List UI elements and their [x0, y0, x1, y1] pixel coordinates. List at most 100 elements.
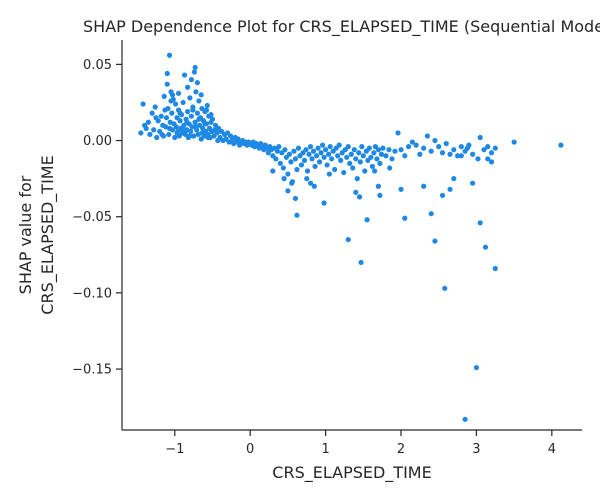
data-point	[341, 169, 347, 176]
data-point	[168, 98, 174, 104]
data-point	[398, 186, 404, 192]
data-point	[319, 142, 326, 148]
data-point	[402, 153, 408, 159]
data-point	[191, 133, 197, 139]
data-point	[273, 156, 279, 162]
data-point	[163, 115, 170, 121]
data-point	[368, 154, 374, 160]
data-point	[191, 69, 197, 75]
data-point	[185, 109, 191, 115]
data-point	[151, 127, 157, 133]
data-point	[301, 157, 308, 163]
data-point	[473, 364, 480, 371]
data-point	[492, 265, 498, 272]
data-point	[329, 156, 335, 162]
data-point	[187, 95, 193, 101]
data-point	[413, 142, 419, 148]
data-point	[492, 145, 498, 151]
data-point	[424, 133, 431, 139]
data-point	[432, 137, 438, 144]
data-point	[326, 171, 332, 177]
data-point	[172, 134, 178, 141]
data-point	[208, 112, 214, 118]
data-point	[327, 144, 333, 150]
data-point	[511, 139, 517, 145]
data-point	[442, 285, 448, 291]
data-point	[315, 145, 321, 151]
data-point	[173, 124, 179, 130]
data-point	[312, 163, 318, 170]
data-point	[185, 84, 191, 90]
data-point	[326, 151, 332, 157]
data-point	[354, 176, 360, 182]
data-point	[181, 127, 187, 133]
data-point	[169, 92, 176, 98]
data-point	[386, 147, 392, 153]
data-point	[306, 151, 312, 157]
data-point	[371, 150, 377, 156]
data-point	[470, 180, 476, 186]
data-point	[336, 142, 342, 148]
data-point	[309, 156, 315, 162]
data-point	[166, 52, 173, 58]
x-tick-label: 1	[321, 442, 329, 457]
data-point	[194, 110, 201, 116]
data-point	[154, 134, 160, 141]
data-point	[162, 107, 168, 113]
data-point	[374, 156, 380, 162]
data-point	[147, 131, 153, 138]
data-point	[142, 122, 148, 128]
chart-title: SHAP Dependence Plot for CRS_ELAPSED_TIM…	[83, 17, 600, 37]
data-point	[332, 166, 338, 173]
data-point	[169, 110, 175, 116]
data-point	[274, 148, 280, 154]
data-point	[395, 130, 401, 136]
data-point	[204, 102, 210, 109]
data-point	[477, 220, 483, 226]
data-point	[288, 159, 294, 165]
data-point	[428, 211, 434, 217]
data-point	[304, 176, 310, 182]
x-axis-ticks: −1 0 1 2 3 4	[165, 430, 556, 457]
data-point	[372, 168, 378, 174]
scatter-points	[138, 52, 564, 422]
x-tick-label: −1	[165, 442, 184, 457]
data-point	[485, 144, 491, 150]
y-tick-label: 0.00	[83, 134, 112, 149]
data-point	[350, 165, 356, 171]
data-point	[281, 176, 287, 182]
data-point	[475, 156, 481, 162]
data-point	[338, 157, 344, 163]
data-point	[477, 134, 483, 141]
data-point	[482, 244, 489, 250]
data-point	[362, 168, 368, 174]
data-point	[215, 137, 221, 144]
data-point	[375, 147, 381, 153]
data-point	[202, 121, 208, 127]
data-point	[285, 171, 291, 177]
data-point	[353, 156, 359, 162]
data-point	[138, 130, 144, 136]
data-point	[313, 153, 320, 159]
data-point	[187, 133, 193, 139]
data-point	[193, 124, 199, 130]
data-point	[387, 165, 393, 171]
data-point	[421, 145, 427, 151]
data-point	[378, 151, 385, 157]
data-point	[196, 116, 202, 122]
data-point	[291, 148, 297, 154]
data-point	[311, 183, 317, 189]
data-point	[323, 147, 329, 153]
data-point	[454, 153, 461, 159]
data-point	[324, 162, 330, 168]
data-point	[198, 92, 204, 98]
data-point	[335, 153, 341, 159]
data-point	[181, 72, 188, 78]
data-point	[321, 154, 327, 160]
data-point	[485, 156, 491, 162]
data-point	[439, 192, 446, 198]
data-point	[166, 125, 173, 131]
data-point	[470, 151, 476, 157]
data-point	[451, 176, 457, 182]
